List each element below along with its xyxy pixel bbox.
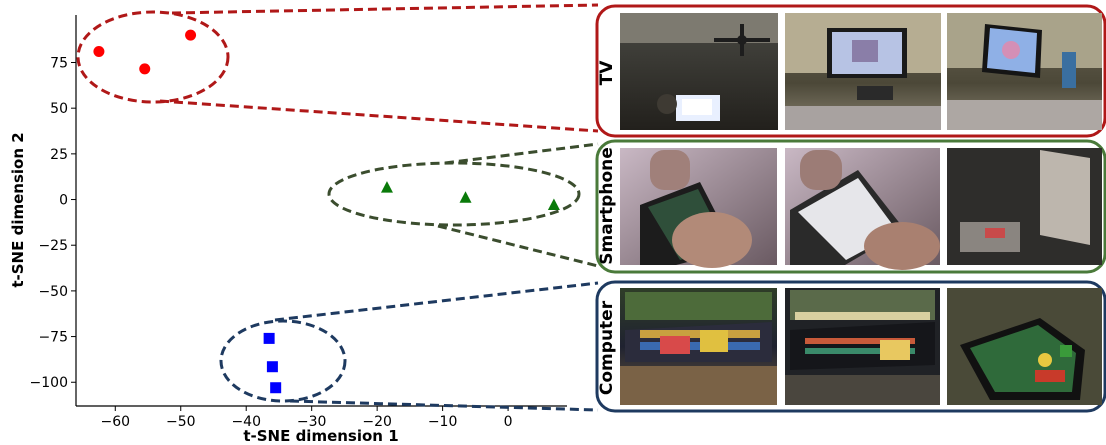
phone-hand-screen-frame [620, 148, 777, 268]
scatter-markers [93, 29, 560, 394]
x-tick-label: −50 [166, 414, 196, 430]
tv-panel-label: TV [597, 60, 617, 86]
laptop-game-screen-frame [947, 288, 1102, 405]
cluster-ellipses [76, 10, 581, 403]
y-tick-label: −50 [38, 284, 68, 300]
y-axis-title: t-SNE dimension 2 [9, 132, 27, 287]
phone-dark-room-frame [947, 148, 1102, 265]
x-tick-label: −40 [231, 414, 261, 430]
x-tick-label: −60 [101, 414, 131, 430]
x-tick-label: −30 [297, 414, 327, 430]
y-tick-label: 0 [59, 193, 68, 209]
tv-point [185, 29, 197, 41]
computer-connector-bottom [289, 399, 599, 412]
x-ticks: −60 −50 −40 −30 −20 −10 0 [101, 406, 513, 430]
smartphone-cluster-ellipse [327, 161, 581, 227]
x-tick-label: 0 [504, 414, 513, 430]
smartphone-point [547, 198, 560, 211]
tv-screen-closeup-frame [947, 13, 1102, 130]
tv-room-ceiling-fan-frame [620, 13, 778, 130]
tv-connector-top [171, 3, 599, 15]
x-tick-label: −20 [362, 414, 392, 430]
y-tick-label: −100 [30, 375, 68, 391]
y-ticks: 75 50 25 0 −25 −50 −75 −100 [30, 56, 76, 391]
computer-point [270, 382, 282, 394]
tv-point [93, 46, 105, 58]
tv-connector-bottom [159, 99, 599, 133]
y-tick-label: 50 [50, 101, 68, 117]
smartphone-point [380, 181, 393, 193]
y-tick-label: 25 [50, 147, 68, 163]
smartphone-panel: Smartphone [595, 139, 1106, 274]
smartphone-panel-label: Smartphone [597, 147, 617, 265]
x-axis-title: t-SNE dimension 1 [243, 427, 398, 445]
laptop-keyboard-frame [620, 288, 777, 405]
computer-panel-label: Computer [597, 300, 617, 395]
laptop-dark-keyboard-frame [785, 288, 940, 405]
y-tick-label: −75 [38, 330, 68, 346]
x-tick-label: −10 [428, 414, 458, 430]
phone-feedback-screen-frame [785, 148, 940, 270]
computer-point [263, 332, 275, 344]
tv-wall-mounted-screen-frame [785, 13, 941, 130]
computer-panel: Computer [595, 280, 1106, 413]
connector-lines [159, 3, 599, 412]
y-tick-label: −25 [38, 238, 68, 254]
computer-connector-top [274, 281, 599, 322]
computer-cluster-ellipse [219, 319, 347, 403]
plot-axes: −60 −50 −40 −30 −20 −10 0 7550250−25−50−75−100… [9, 15, 567, 445]
y-tick-label: 75 [50, 56, 68, 72]
smartphone-connector-bottom [437, 224, 599, 268]
smartphone-connector-top [444, 142, 599, 165]
tv-point [139, 63, 151, 75]
tv-panel: TV [595, 4, 1106, 138]
computer-point [266, 361, 278, 373]
smartphone-point [459, 191, 472, 203]
tv-cluster-ellipse [76, 10, 230, 104]
